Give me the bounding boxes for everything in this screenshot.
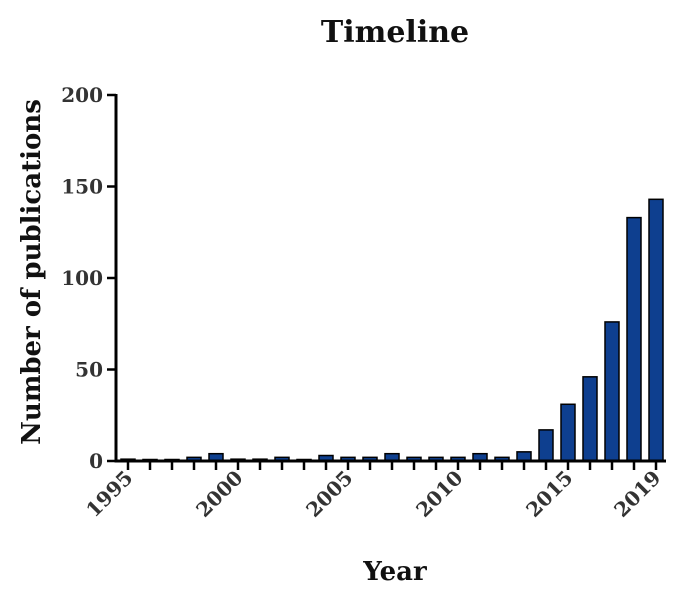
y-tick-label: 0 <box>89 449 103 473</box>
y-tick-label: 50 <box>75 358 103 382</box>
y-axis-label: Number of publications <box>17 99 47 445</box>
x-tick-label: 1995 <box>81 466 137 522</box>
x-axis-label: Year <box>362 557 427 587</box>
x-tick-label: 2000 <box>191 466 247 522</box>
bars-group <box>120 198 664 462</box>
x-axis: 1995 2000 2005 2010 2015 2019 <box>81 459 666 522</box>
x-tick-label: 2019 <box>609 466 665 522</box>
bar-2014 <box>538 429 554 462</box>
x-tick-label: 2005 <box>301 466 357 522</box>
bar-2018 <box>626 216 642 462</box>
bar-2015 <box>560 403 576 462</box>
chart-title: Timeline <box>321 15 469 50</box>
y-tick-label: 150 <box>61 175 103 199</box>
bar-2019 <box>648 198 664 462</box>
y-tick-label: 200 <box>61 83 103 107</box>
x-tick-label: 2010 <box>411 466 467 522</box>
y-axis: 0 50 100 150 200 <box>61 83 118 473</box>
bar-2017 <box>604 321 620 462</box>
x-tick-label: 2015 <box>521 466 577 522</box>
bar-2016 <box>582 376 598 462</box>
y-tick-label: 100 <box>61 266 103 290</box>
